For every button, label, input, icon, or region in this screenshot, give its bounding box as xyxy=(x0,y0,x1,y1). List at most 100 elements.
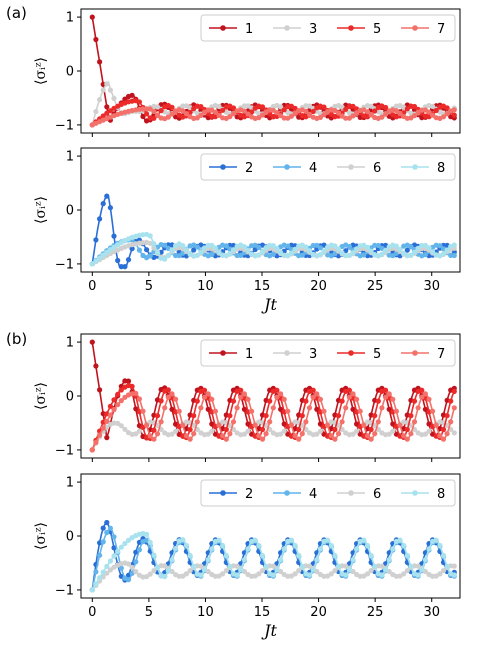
data-point xyxy=(125,561,132,567)
data-point xyxy=(368,436,374,442)
data-point xyxy=(93,569,99,575)
data-point xyxy=(180,243,186,249)
data-point xyxy=(256,433,262,439)
data-point xyxy=(430,249,436,255)
y-tick-label: 1 xyxy=(66,11,74,26)
data-point xyxy=(440,426,447,433)
legend-marker-7 xyxy=(412,25,418,31)
data-point xyxy=(278,406,284,412)
data-point xyxy=(140,408,146,414)
data-point xyxy=(321,248,327,254)
legend-label-6: 6 xyxy=(373,161,381,176)
data-point xyxy=(346,567,352,573)
data-point xyxy=(144,422,150,428)
data-point xyxy=(426,109,432,115)
data-point xyxy=(383,387,389,393)
data-point xyxy=(118,544,124,550)
data-point xyxy=(173,396,179,402)
data-point xyxy=(140,113,146,120)
data-point xyxy=(422,557,428,563)
data-point xyxy=(386,391,392,397)
data-point xyxy=(408,563,414,569)
legend-label-7: 7 xyxy=(437,22,445,37)
legend-box xyxy=(200,339,456,367)
data-point xyxy=(296,552,302,559)
y-axis-label: ⟨σᵢᶻ⟩ xyxy=(33,57,49,85)
data-point xyxy=(104,249,110,255)
data-point xyxy=(198,249,204,255)
data-point xyxy=(216,537,222,543)
data-point xyxy=(274,387,280,393)
x-tick-label: 15 xyxy=(254,605,271,620)
data-point xyxy=(111,534,117,540)
data-point xyxy=(274,394,280,400)
data-point xyxy=(104,81,110,87)
data-point xyxy=(440,251,447,257)
data-point xyxy=(259,104,266,110)
data-point xyxy=(93,363,99,369)
data-point xyxy=(198,572,204,578)
data-point xyxy=(129,564,135,570)
data-point xyxy=(191,413,197,419)
data-point xyxy=(317,245,323,251)
data-point xyxy=(397,537,403,543)
legend-marker-3 xyxy=(284,25,290,31)
data-point xyxy=(241,103,247,109)
data-point xyxy=(212,245,218,251)
data-point xyxy=(350,431,356,437)
data-point xyxy=(426,396,432,402)
data-point xyxy=(241,557,247,563)
data-point xyxy=(187,552,193,559)
legend-marker-4 xyxy=(284,164,290,170)
data-point xyxy=(238,394,244,400)
data-point xyxy=(397,422,403,428)
data-point xyxy=(372,108,378,114)
data-point xyxy=(451,405,457,411)
data-point xyxy=(234,572,240,578)
data-point xyxy=(314,557,320,563)
data-point xyxy=(444,431,450,437)
data-point xyxy=(234,405,240,411)
legend: 1 3 5 7 xyxy=(200,14,456,42)
data-point xyxy=(122,426,128,432)
y-tick-label: 1 xyxy=(66,150,74,165)
data-point xyxy=(314,431,320,437)
data-point xyxy=(281,107,287,113)
data-point xyxy=(97,255,103,261)
y-tick-label: −1 xyxy=(55,118,74,133)
data-point xyxy=(151,568,157,574)
data-point xyxy=(100,201,106,207)
data-point xyxy=(93,258,99,264)
data-point xyxy=(205,107,211,113)
x-tick-label: 15 xyxy=(254,279,271,294)
x-tick-label: 5 xyxy=(145,279,153,294)
x-tick-label: 0 xyxy=(88,279,96,294)
data-point xyxy=(259,568,266,574)
data-point xyxy=(259,248,266,255)
data-point xyxy=(198,405,204,411)
legend-marker-5 xyxy=(348,350,354,356)
data-point xyxy=(125,378,132,384)
data-point xyxy=(129,383,135,389)
legend-marker-6 xyxy=(348,164,354,170)
data-point xyxy=(422,431,428,437)
data-point xyxy=(317,114,323,120)
data-point xyxy=(125,257,132,263)
data-point xyxy=(306,111,313,117)
data-point xyxy=(386,557,392,563)
data-point xyxy=(364,571,371,577)
data-point xyxy=(332,436,338,442)
data-point xyxy=(111,407,117,413)
data-point xyxy=(346,394,352,400)
data-point xyxy=(162,574,168,580)
legend-label-6: 6 xyxy=(373,487,381,502)
data-point xyxy=(252,422,258,428)
data-point xyxy=(451,388,457,394)
legend-marker-1 xyxy=(220,350,226,356)
data-point xyxy=(411,249,418,255)
data-point xyxy=(368,112,374,118)
data-point xyxy=(361,252,367,258)
data-point xyxy=(220,542,226,549)
data-point xyxy=(350,250,356,256)
data-point xyxy=(97,387,103,393)
